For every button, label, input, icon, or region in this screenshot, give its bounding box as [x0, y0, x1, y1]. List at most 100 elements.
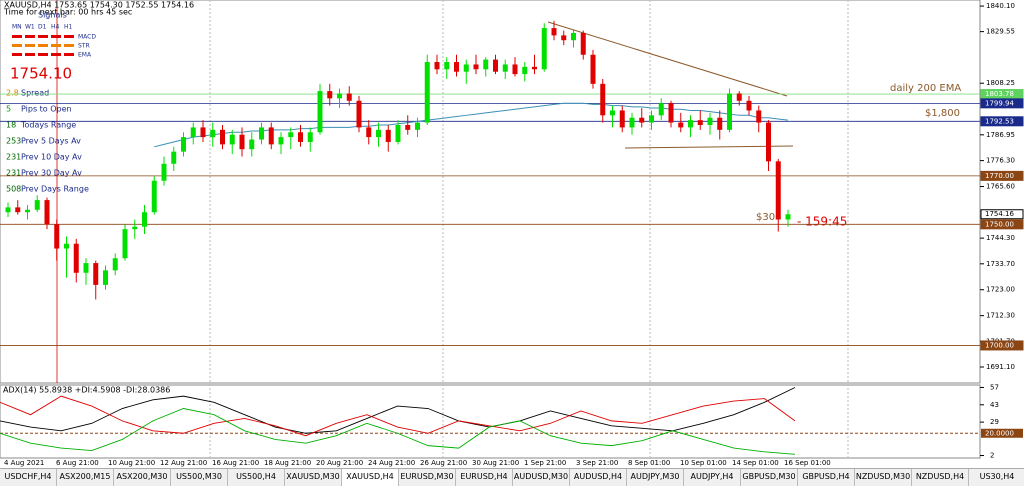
x-tick-label: 16 Aug 21:00: [212, 459, 259, 467]
chart-tab[interactable]: GBPUSD,H4: [798, 469, 855, 486]
level-label: 1750.00: [985, 220, 1014, 228]
chart-tab[interactable]: AUDJPY,H4: [684, 469, 741, 486]
bar-timer: Time for next bar: 00 hrs 45 sec: [3, 8, 132, 17]
x-tick-label: 12 Aug 21:00: [160, 459, 207, 467]
candle-body: [25, 209, 30, 213]
info-value: 253: [6, 137, 21, 146]
indicator-panel: [0, 384, 981, 459]
chart-tab[interactable]: ASX200,M15: [57, 469, 114, 486]
x-tick-label: 26 Aug 21:00: [420, 459, 467, 467]
candle-body: [327, 91, 333, 99]
candle-body: [220, 129, 225, 145]
chart-tab[interactable]: US500,H4: [228, 469, 285, 486]
candle-body: [717, 117, 723, 130]
info-label: Prev 10 Day Av: [21, 153, 82, 162]
chart-tab[interactable]: AUDUSD,H4: [570, 469, 627, 486]
candle-body: [151, 180, 157, 213]
candle-body: [268, 127, 274, 145]
candle-body: [103, 270, 108, 285]
chart-tab[interactable]: NZDUSD,M30: [855, 469, 912, 486]
candle-body: [405, 125, 411, 130]
candle-body: [473, 64, 479, 70]
y-tick-label: 1765.60: [986, 183, 1015, 191]
candle-body: [249, 139, 255, 150]
chart-tab[interactable]: GBPUSD,M30: [741, 469, 798, 486]
x-tick-label: 6 Aug 21:00: [56, 459, 99, 467]
chart-tab[interactable]: EURUSD,M30: [399, 469, 456, 486]
candle-body: [551, 28, 557, 36]
candle-body: [161, 163, 167, 181]
chart-tab[interactable]: US30,H4: [969, 469, 1024, 486]
signal-dash: [25, 53, 35, 56]
ind-line: [0, 387, 796, 434]
candle-body: [93, 263, 99, 285]
signal-dash: [38, 44, 48, 47]
chart-tab[interactable]: AUDUSD,M30: [513, 469, 570, 486]
y-tick-label: 1723.00: [986, 286, 1015, 294]
candle-body: [337, 93, 342, 99]
ind-tick-label: 57: [990, 383, 999, 391]
signal-dash: [12, 44, 22, 47]
candle-body: [727, 93, 732, 130]
signal-dash: [12, 35, 22, 38]
candle-body: [483, 59, 489, 70]
ind-line: [0, 408, 796, 455]
candle-body: [688, 120, 693, 128]
info-value: 231: [6, 153, 21, 162]
current-price: 1754.10: [10, 65, 72, 83]
candle-body: [288, 132, 294, 138]
level-tag: [980, 209, 1024, 220]
candle-body: [356, 100, 362, 128]
y-tick-label: 1840.10: [986, 2, 1015, 10]
candle-body: [502, 64, 508, 72]
candle-body: [112, 258, 118, 271]
x-tick-label: 4 Aug 2021: [4, 459, 44, 467]
chart-tab[interactable]: ASX200,M30: [114, 469, 171, 486]
info-value: 5: [6, 105, 11, 114]
signal-label: EMA: [78, 52, 92, 59]
candle-body: [678, 122, 684, 128]
candle-body: [756, 110, 762, 123]
candle-body: [610, 110, 615, 116]
x-tick-label: 1 Sep 21:00: [524, 459, 566, 467]
candle-body: [298, 132, 303, 142]
candle-body: [259, 127, 264, 140]
chart-tab[interactable]: USDCHF,H4: [0, 469, 57, 486]
chart-tab[interactable]: US500,M30: [171, 469, 228, 486]
candle-body: [707, 117, 713, 126]
signal-column: W1: [25, 24, 35, 31]
info-value: 231: [6, 169, 21, 178]
candle-body: [171, 151, 177, 164]
chart-tab[interactable]: XAUUSD,M30: [285, 469, 342, 486]
signal-dash: [12, 53, 22, 56]
signal-dash: [25, 44, 35, 47]
candle-body: [746, 100, 752, 111]
candle-body: [54, 224, 60, 249]
candle-body: [766, 122, 771, 162]
chart-tab[interactable]: NZDUSD,H4: [912, 469, 969, 486]
candle-body: [785, 214, 791, 220]
chart-tab[interactable]: AUDJPY,M30: [627, 469, 684, 486]
trend-line: [624, 145, 794, 149]
candle-body: [463, 64, 469, 72]
level-tag: [980, 170, 1024, 181]
signal-label: MACD: [78, 34, 96, 41]
y-tick-label: 1733.70: [986, 260, 1015, 268]
candle-body: [697, 120, 703, 126]
signal-column: H4: [51, 24, 60, 31]
candle-body: [561, 35, 567, 41]
level-label: 1770.00: [985, 172, 1014, 180]
candle-body: [619, 110, 625, 128]
chart-tab[interactable]: XAUUSD,H4: [342, 469, 399, 486]
candle-body: [200, 127, 206, 138]
info-value: 508: [6, 185, 21, 194]
x-tick-label: 16 Sep 01:00: [784, 459, 831, 467]
chart-tab[interactable]: EURUSD,H4: [456, 469, 513, 486]
ind-level-label: 20.0000: [985, 429, 1014, 437]
candle-body: [346, 93, 352, 101]
signal-dash: [64, 44, 74, 47]
candle-body: [142, 212, 147, 227]
countdown: - 159:45: [797, 215, 847, 229]
level-label: 1799.94: [985, 99, 1014, 107]
candle-body: [64, 243, 69, 249]
